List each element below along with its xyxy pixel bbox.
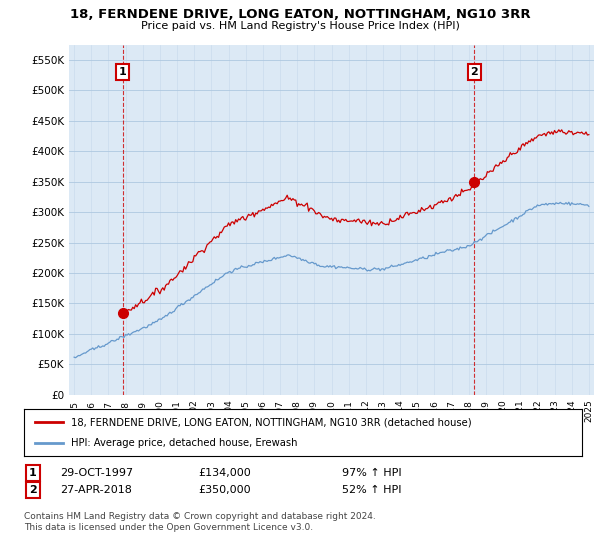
- Text: 18, FERNDENE DRIVE, LONG EATON, NOTTINGHAM, NG10 3RR: 18, FERNDENE DRIVE, LONG EATON, NOTTINGH…: [70, 8, 530, 21]
- Text: £350,000: £350,000: [198, 485, 251, 495]
- Text: 52% ↑ HPI: 52% ↑ HPI: [342, 485, 401, 495]
- Text: 2: 2: [29, 485, 37, 495]
- Text: £134,000: £134,000: [198, 468, 251, 478]
- Text: 27-APR-2018: 27-APR-2018: [60, 485, 132, 495]
- Text: 18, FERNDENE DRIVE, LONG EATON, NOTTINGHAM, NG10 3RR (detached house): 18, FERNDENE DRIVE, LONG EATON, NOTTINGH…: [71, 417, 472, 427]
- Text: 1: 1: [29, 468, 37, 478]
- Text: Contains HM Land Registry data © Crown copyright and database right 2024.
This d: Contains HM Land Registry data © Crown c…: [24, 512, 376, 532]
- Text: 2: 2: [470, 67, 478, 77]
- Text: HPI: Average price, detached house, Erewash: HPI: Average price, detached house, Erew…: [71, 438, 298, 448]
- Text: 97% ↑ HPI: 97% ↑ HPI: [342, 468, 401, 478]
- Text: 29-OCT-1997: 29-OCT-1997: [60, 468, 133, 478]
- Text: 1: 1: [119, 67, 127, 77]
- Text: Price paid vs. HM Land Registry's House Price Index (HPI): Price paid vs. HM Land Registry's House …: [140, 21, 460, 31]
